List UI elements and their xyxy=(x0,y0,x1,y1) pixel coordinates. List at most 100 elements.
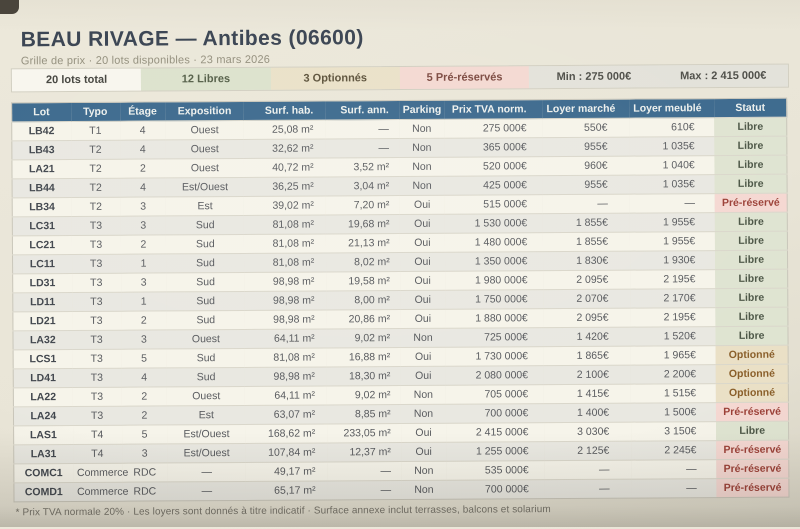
cell-typo: T1 xyxy=(70,121,120,141)
cell-surf_hab: 39,02 m² xyxy=(244,195,326,216)
cell-loyer_meuble: 3 150€ xyxy=(631,421,717,442)
cell-exposition: Sud xyxy=(166,310,245,330)
cell-lot: LD21 xyxy=(12,311,73,331)
cell-surf_ann: 8,00 m² xyxy=(326,290,400,310)
cell-typo: T2 xyxy=(70,140,121,160)
cell-statut: Libre xyxy=(715,326,789,346)
cell-exposition: Est/Ouest xyxy=(165,177,245,197)
cell-prix: 1 255 000€ xyxy=(446,441,545,462)
cell-loyer_marche: 1 865€ xyxy=(543,346,631,366)
cell-parking: Non xyxy=(398,119,445,139)
cell-parking: Non xyxy=(399,176,445,196)
cell-typo: T4 xyxy=(72,444,122,464)
cell-exposition: Ouest xyxy=(167,386,246,406)
cell-loyer_meuble: 1 040€ xyxy=(629,155,715,176)
column-header-exposition: Exposition xyxy=(165,101,244,121)
cell-lot: LAS1 xyxy=(13,425,73,445)
cell-surf_hab: 25,08 m² xyxy=(243,119,326,140)
cell-surf_ann: — xyxy=(325,119,399,139)
cell-exposition: Sud xyxy=(166,215,245,235)
cell-loyer_meuble: — xyxy=(629,193,716,214)
cell-parking: Non xyxy=(401,480,447,500)
cell-statut: Libre xyxy=(714,174,788,194)
cell-lot: LA21 xyxy=(11,159,72,179)
cell-parking: Oui xyxy=(399,252,446,272)
lots-table: Lot Typo Étage Exposition Surf. hab. Surf. an… xyxy=(11,97,790,503)
cell-surf_hab: 64,11 m² xyxy=(244,328,327,349)
column-header-surf_hab: Surf. hab. xyxy=(243,100,326,121)
cell-exposition: Ouest xyxy=(165,120,244,140)
summary-chip-libre: 12 Libres xyxy=(141,67,271,91)
cell-prix: 1 730 000€ xyxy=(445,346,545,367)
cell-etage: 4 xyxy=(120,177,166,198)
cell-loyer_marche: 550€ xyxy=(542,118,630,138)
cell-lot: LA32 xyxy=(12,330,73,350)
cell-loyer_marche: 955€ xyxy=(542,175,630,195)
cell-etage: 3 xyxy=(120,215,167,236)
cell-statut: Optionné xyxy=(716,383,789,403)
cell-lot: LB34 xyxy=(12,197,72,217)
cell-parking: Non xyxy=(400,461,447,481)
column-header-typo: Typo xyxy=(70,102,120,122)
cell-etage: 2 xyxy=(120,234,167,255)
cell-loyer_marche: — xyxy=(544,479,632,499)
cell-loyer_marche: 960€ xyxy=(542,156,630,176)
cell-prix: 700 000€ xyxy=(446,403,545,424)
cell-parking: Oui xyxy=(400,366,447,386)
cell-loyer_meuble: 1 515€ xyxy=(630,383,717,404)
cell-typo: Commerce xyxy=(73,482,128,502)
cell-exposition: Est/Ouest xyxy=(167,424,246,444)
cell-loyer_meuble: 1 035€ xyxy=(629,174,715,195)
cell-loyer_marche: 1 400€ xyxy=(544,403,632,423)
cell-surf_ann: 8,85 m² xyxy=(327,404,401,424)
cell-etage: 5 xyxy=(121,424,168,445)
cell-loyer_marche: 3 030€ xyxy=(544,422,632,442)
cell-etage: 4 xyxy=(121,367,168,388)
cell-exposition: Sud xyxy=(166,291,245,311)
cell-statut: Libre xyxy=(715,269,788,289)
cell-typo: T2 xyxy=(71,159,121,179)
cell-exposition: Est/Ouest xyxy=(167,443,246,463)
cell-surf_hab: 107,84 m² xyxy=(245,442,328,463)
cell-statut: Pré-réservé xyxy=(714,193,788,213)
document-header: BEAU RIVAGE — Antibes (06600) Grille de … xyxy=(0,0,799,67)
summary-chip-prereserve: 5 Pré-réservés xyxy=(399,66,530,89)
cell-statut: Pré-réservé xyxy=(716,440,789,460)
summary-chip-stat: Max : 2 415 000€ xyxy=(658,64,788,88)
cell-surf_hab: 98,98 m² xyxy=(244,271,327,292)
cell-etage: 1 xyxy=(120,253,167,274)
cell-exposition: — xyxy=(167,481,246,501)
cell-statut: Libre xyxy=(714,117,787,137)
cell-exposition: Est xyxy=(165,196,245,216)
column-header-statut: Statut xyxy=(714,98,787,118)
cell-exposition: Sud xyxy=(166,272,245,292)
cell-etage: 5 xyxy=(121,348,167,369)
page-title: BEAU RIVAGE — Antibes (06600) xyxy=(20,26,364,52)
cell-prix: 700 000€ xyxy=(446,479,545,500)
cell-surf_hab: 98,98 m² xyxy=(245,366,327,387)
cell-typo: T3 xyxy=(71,254,121,274)
cell-surf_hab: 81,08 m² xyxy=(245,347,327,368)
cell-prix: 425 000€ xyxy=(444,175,544,196)
cell-parking: Oui xyxy=(399,214,446,234)
column-header-surf_ann: Surf. ann. xyxy=(325,100,399,120)
cell-lot: COMD1 xyxy=(13,482,74,502)
cell-surf_hab: 98,98 m² xyxy=(244,290,327,311)
cell-typo: Commerce xyxy=(72,463,128,483)
cell-prix: 2 080 000€ xyxy=(446,365,545,386)
cell-prix: 1 530 000€ xyxy=(445,213,544,234)
cell-surf_hab: 36,25 m² xyxy=(244,176,326,197)
cell-statut: Libre xyxy=(715,212,788,232)
column-header-etage: Étage xyxy=(119,101,166,122)
cell-loyer_meuble: 2 170€ xyxy=(630,288,716,309)
cell-statut: Pré-réservé xyxy=(716,478,789,498)
cell-parking: Oui xyxy=(399,233,446,253)
cell-prix: 725 000€ xyxy=(445,327,544,348)
cell-loyer_meuble: 1 035€ xyxy=(629,136,715,157)
cell-surf_hab: 81,08 m² xyxy=(244,214,327,235)
cell-surf_hab: 32,62 m² xyxy=(243,138,326,159)
cell-surf_hab: 168,62 m² xyxy=(245,423,328,444)
cell-typo: T3 xyxy=(71,273,121,293)
cell-etage: 3 xyxy=(121,443,168,464)
cell-exposition: Ouest xyxy=(165,158,245,178)
